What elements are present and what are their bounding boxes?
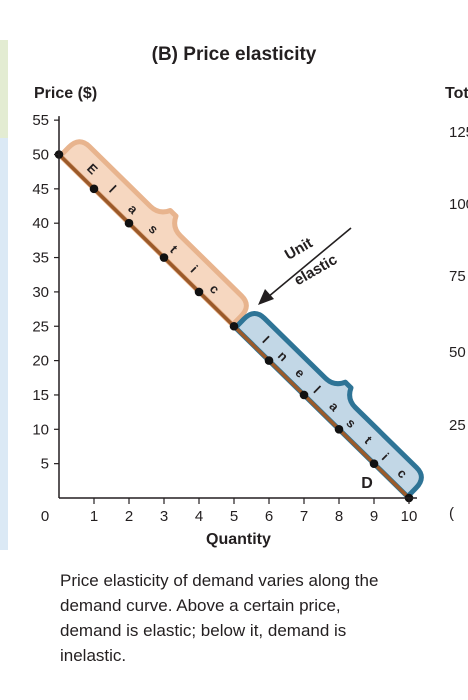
y-tick-label: 10 <box>32 421 49 438</box>
arrow-head <box>258 289 274 305</box>
y-tick-label: 25 <box>32 318 49 335</box>
y-tick-label: 20 <box>32 353 49 370</box>
x-tick-label: 3 <box>160 508 168 525</box>
y-tick-label: 15 <box>32 387 49 404</box>
x-tick-label: 7 <box>300 508 308 525</box>
data-point <box>159 253 169 262</box>
y-tick-label: 40 <box>32 215 49 232</box>
data-point <box>229 321 239 331</box>
left-edge-top <box>0 40 8 138</box>
right-tick-label: 75 <box>449 268 466 285</box>
x-tick-label: 5 <box>230 508 238 525</box>
data-point <box>299 390 309 400</box>
x-tick-label: 8 <box>335 508 343 525</box>
data-point <box>124 218 134 228</box>
unit-elastic-arrow <box>267 227 352 298</box>
y-tick-label: 35 <box>32 250 49 267</box>
x-tick-label: 6 <box>265 508 273 525</box>
data-point <box>89 184 99 194</box>
data-point <box>369 459 379 468</box>
right-panel-title: Tot <box>445 85 468 102</box>
x-tick-label: 1 <box>90 508 98 525</box>
x-tick-label: 0 <box>41 508 49 525</box>
panel-title: (B) Price elasticity <box>151 44 317 65</box>
data-point <box>264 356 274 365</box>
y-tick-label: 45 <box>32 181 49 198</box>
left-edge-bottom <box>0 138 8 550</box>
inelastic-bracket <box>232 311 424 500</box>
y-tick-label: 30 <box>32 284 49 301</box>
elastic-bracket <box>57 139 249 328</box>
right-tick-label: ( <box>449 505 454 522</box>
y-tick-label: 55 <box>32 112 49 129</box>
data-point <box>334 425 344 434</box>
x-tick-label: 9 <box>370 508 378 525</box>
y-axis-title: Price ($) <box>34 85 98 102</box>
left-panel-edge <box>0 0 8 700</box>
y-tick-label: 5 <box>41 456 49 473</box>
x-tick-label: 10 <box>401 508 418 525</box>
unit-elastic-label: Unit <box>282 234 316 263</box>
data-point <box>194 287 204 297</box>
right-tick-label: 50 <box>449 344 466 361</box>
right-tick-label: 100 <box>449 196 468 213</box>
series-label: D <box>361 475 373 492</box>
elasticity-brackets <box>57 139 424 500</box>
figure-caption: Price elasticity of demand varies along … <box>60 571 379 665</box>
x-tick-label: 2 <box>125 508 133 525</box>
y-tick-label: 50 <box>32 147 49 164</box>
right-tick-label: 125 <box>449 124 468 141</box>
x-tick-label: 4 <box>195 508 203 525</box>
right-tick-label: 25 <box>449 417 466 434</box>
demand-curve-group <box>54 150 414 503</box>
x-axis-title: Quantity <box>206 531 271 548</box>
